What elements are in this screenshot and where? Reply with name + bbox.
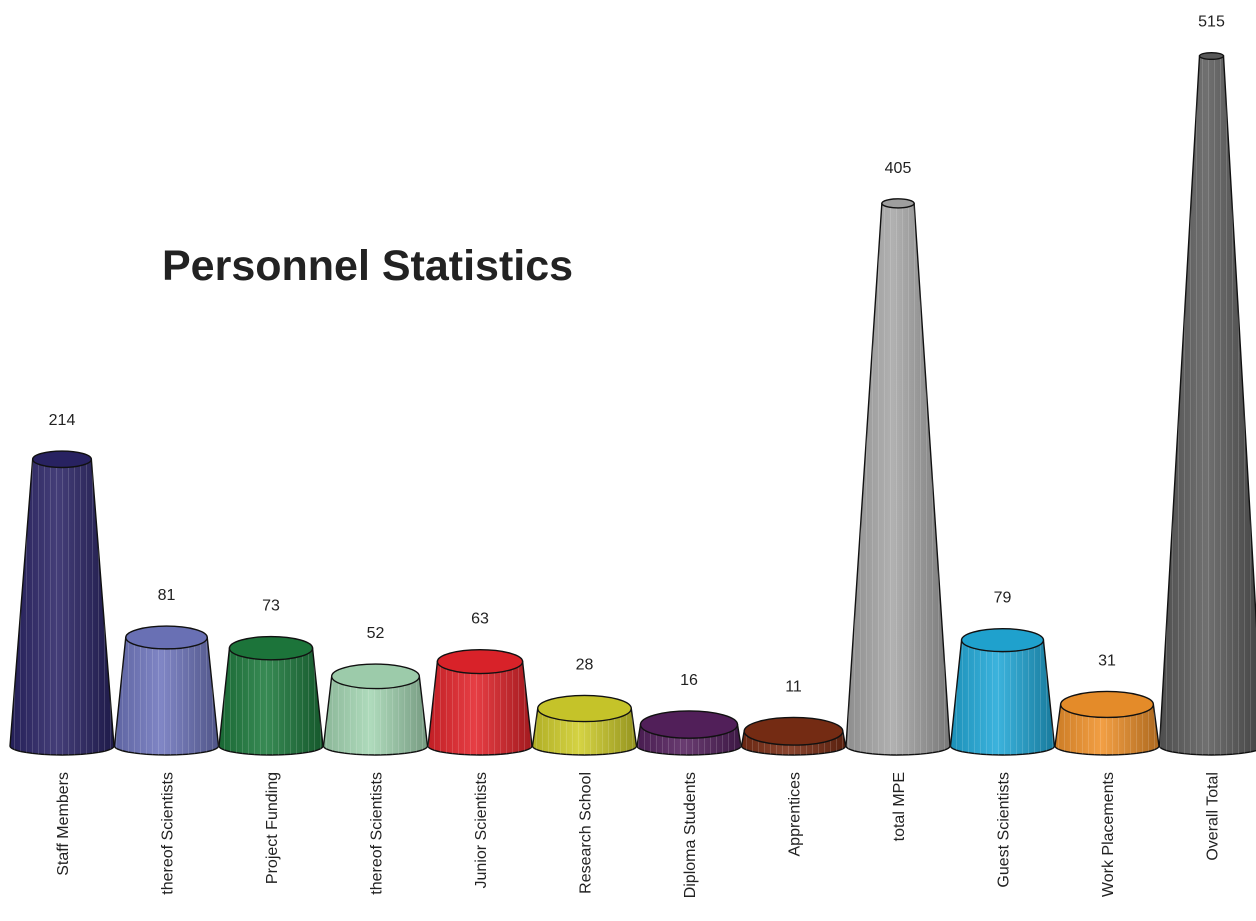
bar — [113, 625, 220, 756]
bar-texture — [950, 640, 1055, 756]
bar-top — [330, 663, 421, 690]
bar-texture — [10, 459, 114, 755]
category-label: Guest Scientists — [996, 772, 1013, 888]
bar-texture — [428, 661, 532, 755]
bar — [427, 648, 533, 756]
value-label: 11 — [785, 678, 802, 695]
category-label: thereof Scientists — [160, 772, 177, 895]
chart-title: Personnel Statistics — [162, 242, 574, 290]
category-label: thereof Scientists — [369, 772, 386, 895]
value-label: 63 — [471, 611, 489, 628]
category-label: total MPE — [891, 772, 908, 841]
bar-top — [31, 450, 93, 469]
value-label: 79 — [994, 590, 1012, 607]
value-label: 16 — [680, 672, 698, 689]
category-label: Junior Scientists — [473, 772, 490, 889]
value-label: 515 — [1198, 14, 1225, 31]
bar — [531, 694, 638, 756]
value-label: 52 — [367, 625, 385, 642]
category-label: Diploma Students — [682, 772, 699, 898]
category-label: Work Placements — [1100, 772, 1117, 897]
bar — [218, 635, 324, 756]
bar-texture — [323, 676, 428, 756]
category-label: Project Funding — [264, 772, 281, 884]
value-label: 73 — [262, 598, 280, 615]
bar — [949, 627, 1056, 756]
bar-top — [960, 627, 1045, 653]
value-label: 214 — [49, 412, 76, 429]
bars-layer — [9, 51, 1256, 756]
bar-texture — [1159, 56, 1256, 755]
bar-texture — [114, 637, 219, 756]
bar-texture — [1055, 704, 1159, 755]
bar — [636, 710, 742, 756]
category-labels-layer: Staff Members thereof Scientists Project F… — [55, 772, 1222, 898]
bar-top — [1198, 51, 1225, 61]
bar-texture — [219, 648, 323, 755]
bar — [322, 663, 429, 756]
value-label: 81 — [158, 587, 176, 604]
bar-texture — [532, 708, 637, 756]
category-label: Research School — [578, 772, 595, 894]
bar-top — [639, 710, 739, 739]
bar — [1158, 51, 1256, 756]
category-label: Apprentices — [787, 772, 804, 857]
bar-top — [537, 694, 632, 723]
value-labels-layer: 214 81 73 52 63 28 16 11 405 79 31 515 — [49, 14, 1225, 696]
bar — [740, 716, 847, 756]
bar-top — [228, 635, 314, 661]
bar-top — [436, 648, 524, 675]
category-label: Overall Total — [1205, 772, 1222, 861]
category-label: Staff Members — [55, 772, 72, 876]
value-label: 405 — [885, 160, 912, 177]
bar-top — [125, 625, 208, 650]
bar — [1054, 690, 1160, 756]
bar-texture — [846, 203, 950, 755]
bar-top — [1059, 690, 1155, 719]
value-label: 28 — [576, 656, 594, 673]
bar-top — [743, 716, 844, 746]
bar-top — [881, 198, 915, 209]
bar — [9, 450, 115, 756]
bar — [845, 198, 951, 756]
value-label: 31 — [1098, 652, 1116, 669]
